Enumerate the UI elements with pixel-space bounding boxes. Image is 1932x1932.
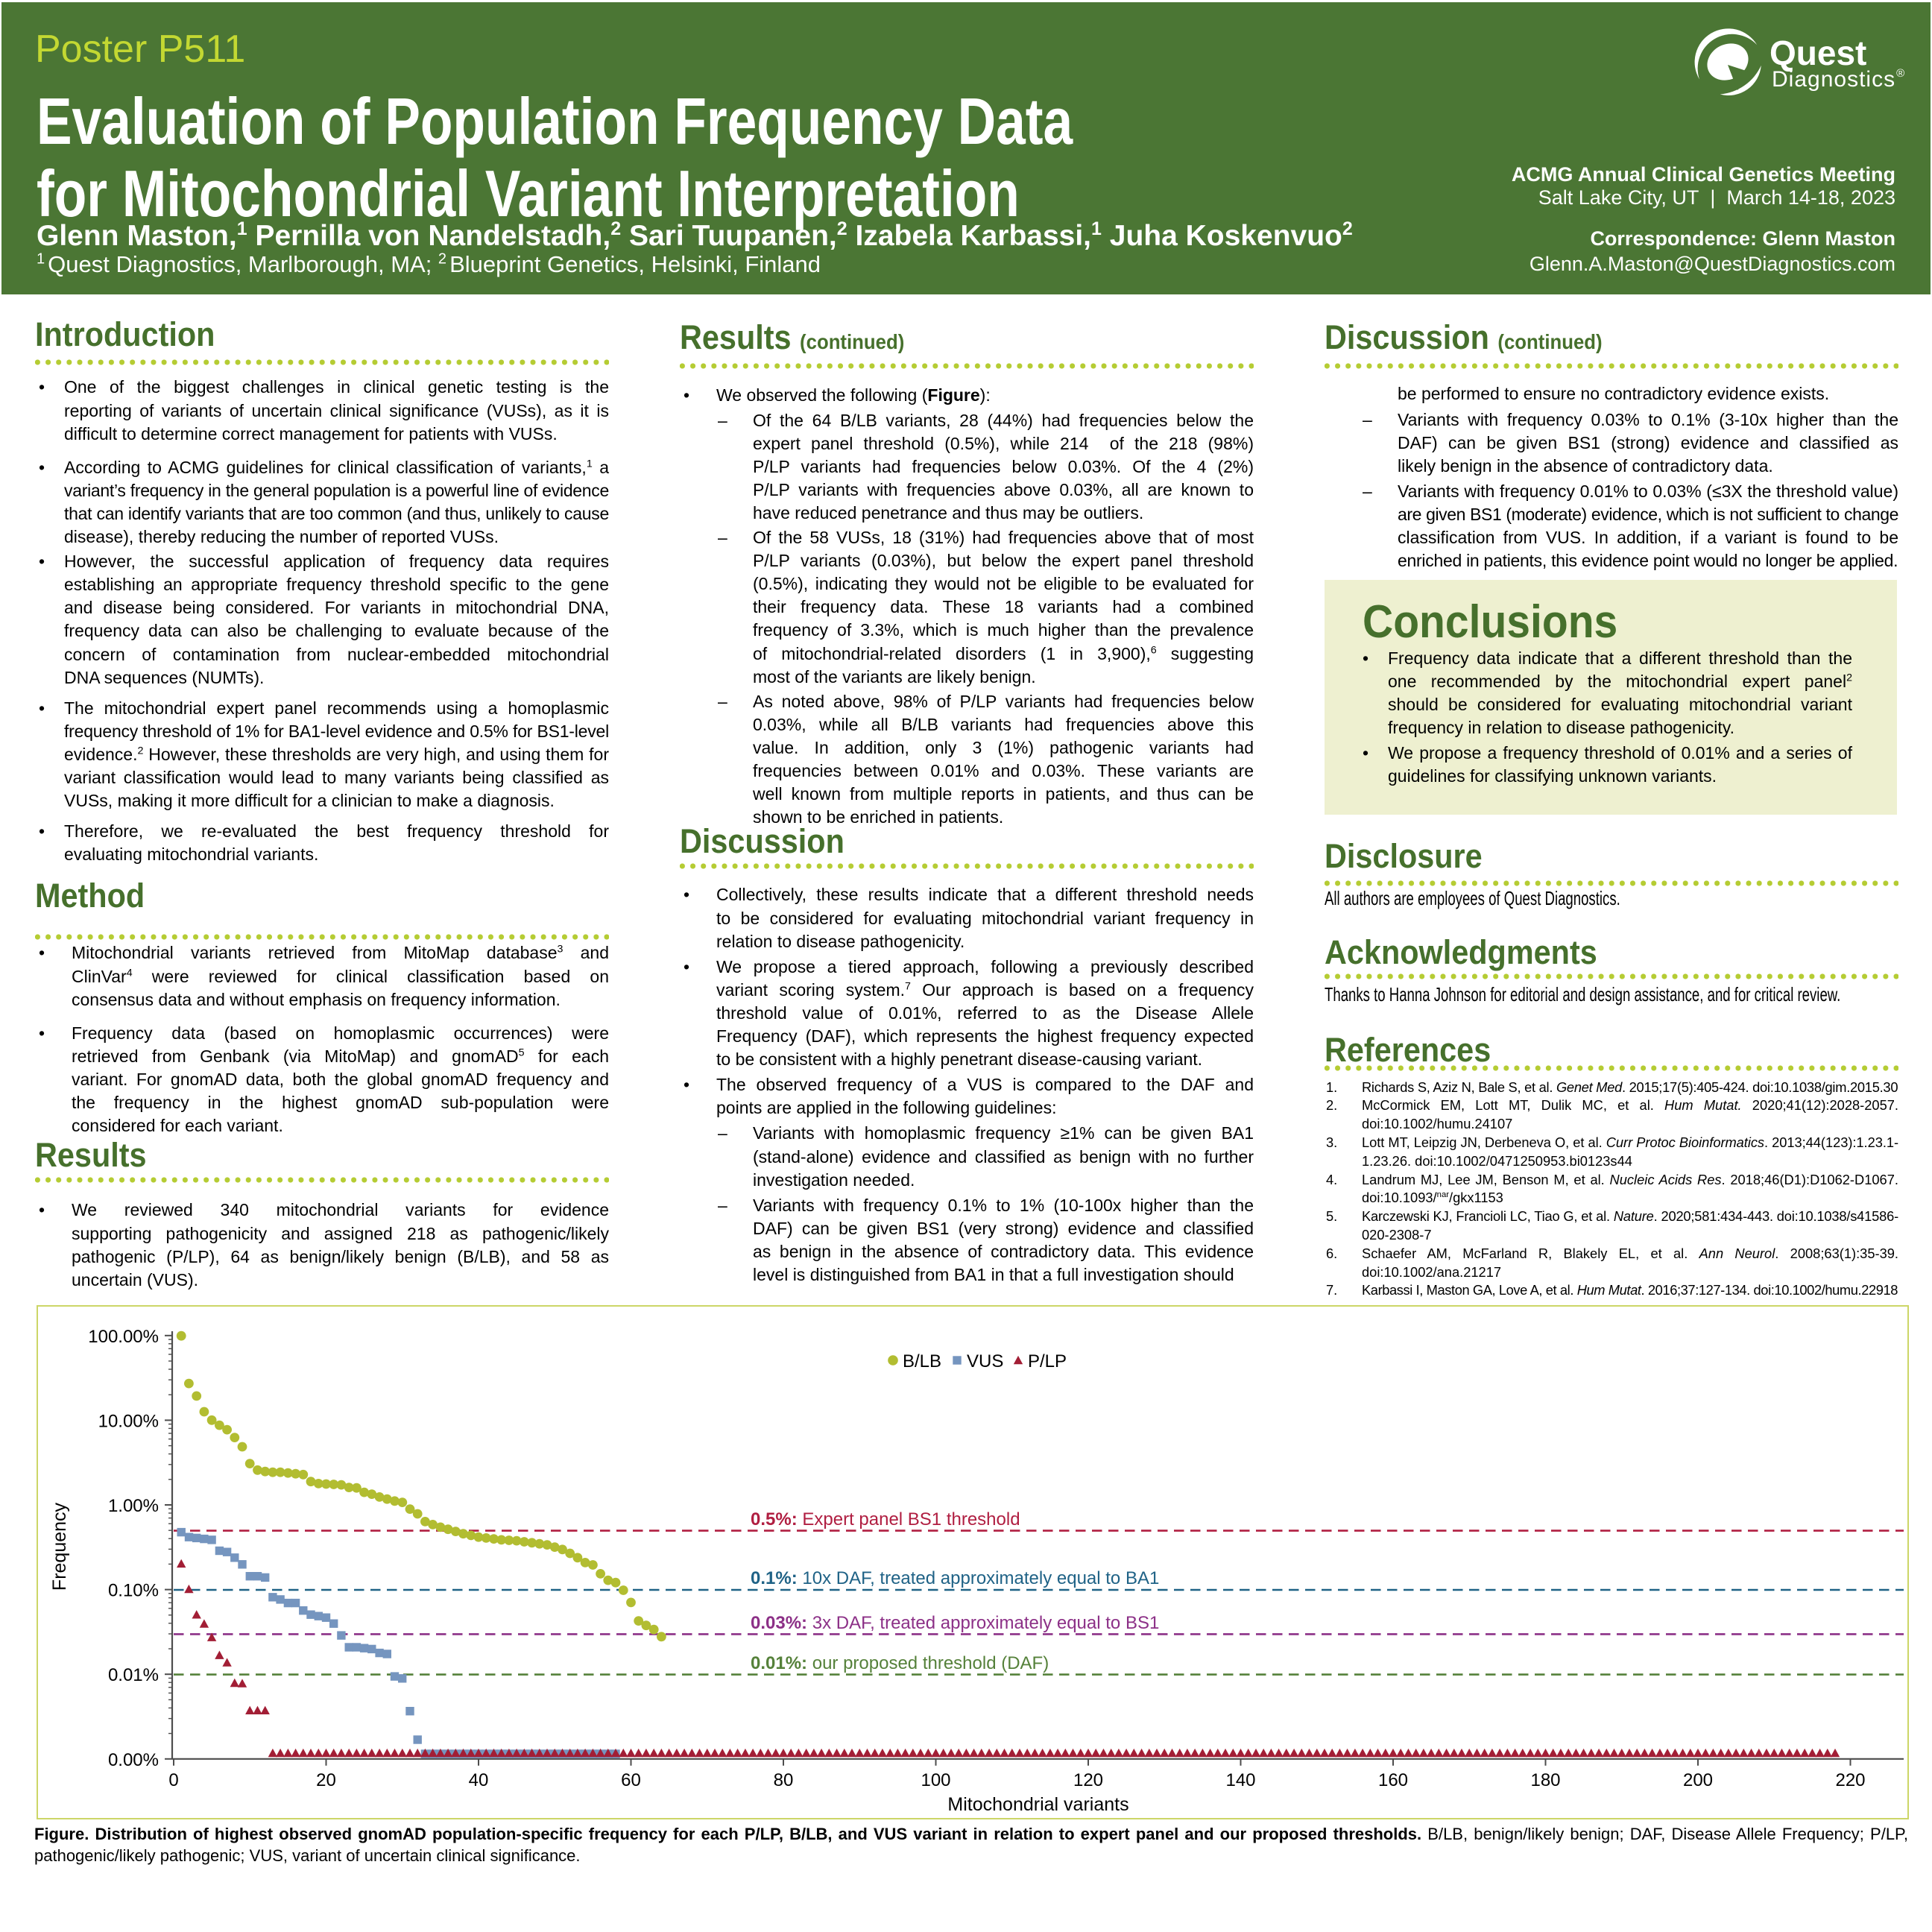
svg-text:1.00%: 1.00% (108, 1496, 159, 1516)
svg-text:100: 100 (921, 1770, 950, 1790)
svg-text:20: 20 (316, 1770, 336, 1790)
svg-text:VUS: VUS (967, 1351, 1003, 1371)
svg-text:Quest: Quest (1770, 34, 1866, 72)
svg-text:180: 180 (1530, 1770, 1560, 1790)
svg-text:B/LB: B/LB (903, 1351, 941, 1371)
svg-text:10.00%: 10.00% (98, 1411, 159, 1431)
svg-text:140: 140 (1225, 1770, 1255, 1790)
svg-text:0.10%: 0.10% (108, 1581, 159, 1601)
svg-text:100.00%: 100.00% (88, 1327, 159, 1347)
svg-text:0.00%: 0.00% (108, 1750, 159, 1770)
svg-text:P/LP: P/LP (1028, 1351, 1067, 1371)
svg-text:80: 80 (774, 1770, 794, 1790)
svg-text:Frequency: Frequency (49, 1502, 70, 1591)
svg-text:0: 0 (168, 1770, 178, 1790)
svg-text:220: 220 (1835, 1770, 1865, 1790)
svg-text:40: 40 (469, 1770, 489, 1790)
svg-text:0.5%: Expert panel BS1 thresho: 0.5%: Expert panel BS1 threshold (751, 1509, 1020, 1530)
svg-text:0.01%: our proposed threshold: 0.01%: our proposed threshold (DAF) (751, 1653, 1049, 1673)
svg-text:0.03%: 3x DAF, treated approxi: 0.03%: 3x DAF, treated approximately equ… (751, 1613, 1159, 1633)
svg-text:0.01%: 0.01% (108, 1665, 159, 1685)
svg-text:60: 60 (621, 1770, 641, 1790)
svg-text:200: 200 (1683, 1770, 1713, 1790)
svg-text:0.1%: 10x DAF, treated approxi: 0.1%: 10x DAF, treated approximately equ… (751, 1568, 1159, 1588)
svg-text:Mitochondrial variants: Mitochondrial variants (947, 1794, 1128, 1815)
svg-text:Diagnostics®: Diagnostics® (1772, 67, 1905, 92)
svg-text:160: 160 (1378, 1770, 1408, 1790)
svg-text:120: 120 (1073, 1770, 1103, 1790)
